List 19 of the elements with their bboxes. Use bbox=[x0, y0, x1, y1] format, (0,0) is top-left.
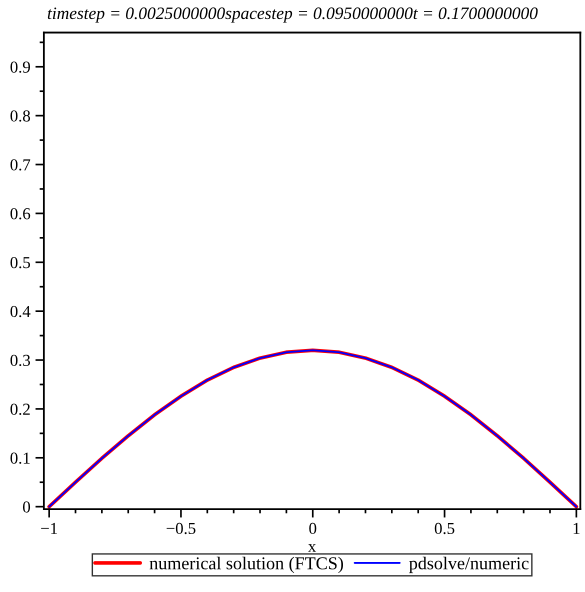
x-tick-label: 0 bbox=[309, 522, 316, 534]
y-tick-label: 0.3 bbox=[10, 354, 30, 366]
x-tick-label: −0.5 bbox=[166, 522, 196, 534]
y-tick-label: 0.2 bbox=[10, 404, 30, 415]
y-tick-label: 0.5 bbox=[10, 256, 30, 268]
y-tick-label: 0.8 bbox=[10, 110, 30, 122]
y-tick-label: 0.4 bbox=[10, 306, 30, 318]
y-tick-label: 0.1 bbox=[10, 452, 30, 464]
x-axis-title: x bbox=[308, 544, 316, 552]
legend-label: numerical solution (FTCS) bbox=[150, 556, 344, 574]
y-tick-label: 0.9 bbox=[10, 61, 30, 73]
y-tick-label: 0 bbox=[22, 501, 30, 513]
x-tick-label: −1 bbox=[41, 522, 58, 534]
chart-title: timestep = 0.0025000000spacestep = 0.0950000000t = 0.1700000000 bbox=[48, 7, 538, 23]
y-tick-label: 0.6 bbox=[10, 208, 30, 220]
y-tick-label: 0.7 bbox=[10, 159, 30, 171]
legend-label: pdsolve/numeric bbox=[409, 556, 529, 574]
x-tick-label: 0.5 bbox=[434, 522, 454, 534]
x-tick-label: 1 bbox=[574, 522, 580, 534]
